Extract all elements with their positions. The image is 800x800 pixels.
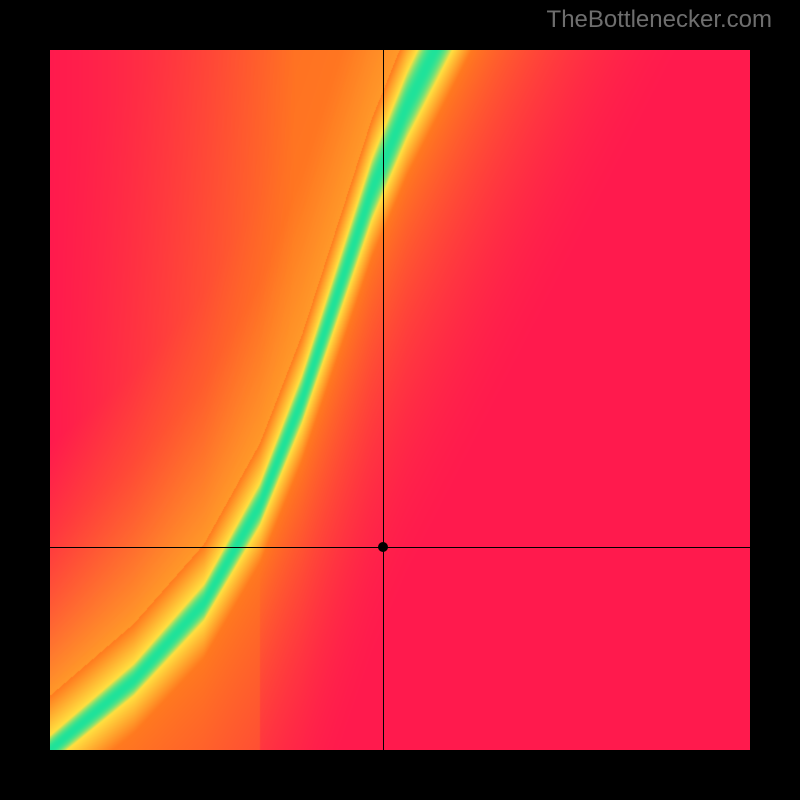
crosshair-vertical (383, 50, 384, 750)
crosshair-horizontal (50, 547, 750, 548)
heatmap-canvas (50, 50, 750, 750)
watermark-text: TheBottlenecker.com (547, 6, 772, 34)
crosshair-marker-dot (378, 542, 388, 552)
heatmap-plot (50, 50, 750, 750)
